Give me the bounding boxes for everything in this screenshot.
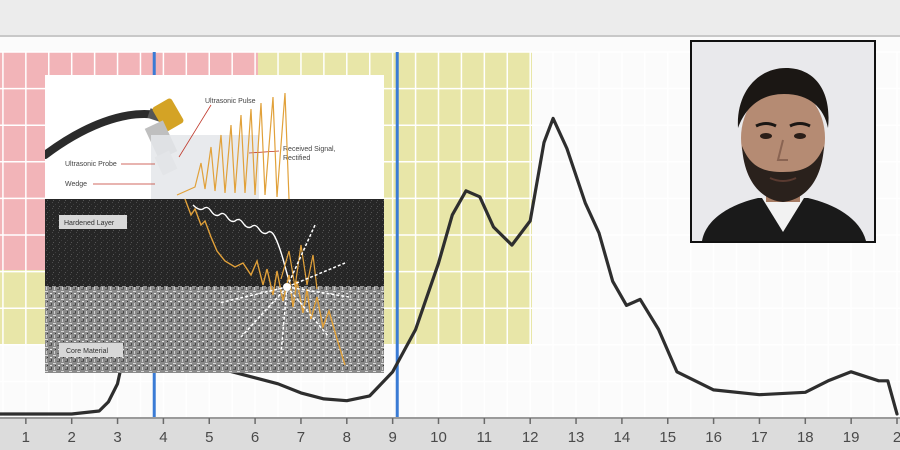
x-tick-label: 15	[659, 429, 676, 446]
x-tick-label: 12	[522, 429, 539, 446]
hardened-label-box	[59, 215, 127, 229]
person-nose	[776, 139, 788, 161]
label-ultrasonic-pulse: Ultrasonic Pulse	[205, 98, 256, 105]
x-tick-label: 11	[477, 429, 493, 446]
reflected-signal	[184, 198, 346, 366]
person-face	[741, 86, 825, 190]
reflected-spikes	[280, 244, 318, 290]
portrait-photo	[690, 40, 876, 243]
chart-topbar	[0, 0, 900, 36]
x-tick-label: 1	[22, 429, 30, 446]
x-tick-label: 14	[614, 429, 631, 446]
x-tick-label: 16	[705, 429, 722, 446]
label-ultrasonic-probe: Ultrasonic Probe	[65, 161, 117, 168]
person-hair	[737, 68, 829, 128]
x-tick-label: 13	[568, 429, 585, 446]
x-tick-label: 3	[113, 429, 121, 446]
label-received-rectified: Rectified	[283, 155, 310, 162]
pulse-leader	[178, 104, 212, 158]
x-axis-bar	[0, 418, 900, 450]
scatter-burst-icon	[218, 224, 350, 354]
x-tick-label: 4	[159, 429, 167, 446]
person-shirt	[762, 198, 804, 232]
x-tick-label: 9	[388, 429, 396, 446]
person-mouth	[769, 177, 797, 182]
label-received-signal: Received Signal,	[283, 146, 336, 153]
person-brow-left	[755, 122, 777, 128]
person-brow-right	[789, 122, 811, 128]
scatter-center	[283, 283, 291, 291]
received-signal-spikes	[176, 92, 290, 200]
core-material	[45, 287, 384, 373]
label-core-material: Core Material	[66, 348, 108, 355]
ultrasonic-diagram: Ultrasonic Pulse Ultrasonic Probe Wedge …	[45, 75, 384, 373]
x-tick-label: 10	[430, 429, 447, 446]
x-axis-ticks: 1 2 3 4 5 6 7 8 9 10 11 12 13 14 15 16 17 18 19 2	[22, 418, 900, 446]
person-eye-left	[760, 133, 772, 139]
x-tick-label: 2	[893, 429, 900, 446]
label-wedge: Wedge	[65, 181, 87, 188]
person-eye-right	[794, 133, 806, 139]
label-hardened-layer: Hardened Layer	[64, 220, 115, 227]
x-tick-label: 19	[843, 429, 860, 446]
person-beard	[742, 146, 824, 202]
x-tick-label: 2	[68, 429, 76, 446]
x-tick-label: 5	[205, 429, 213, 446]
received-leader	[248, 150, 280, 154]
hardened-layer	[45, 199, 384, 287]
x-tick-label: 17	[751, 429, 768, 446]
core-label-box	[59, 343, 123, 357]
x-tick-label: 7	[297, 429, 305, 446]
pulse-wave-icon	[192, 204, 290, 282]
x-tick-label: 6	[251, 429, 259, 446]
x-tick-label: 8	[343, 429, 351, 446]
x-tick-label: 18	[797, 429, 814, 446]
